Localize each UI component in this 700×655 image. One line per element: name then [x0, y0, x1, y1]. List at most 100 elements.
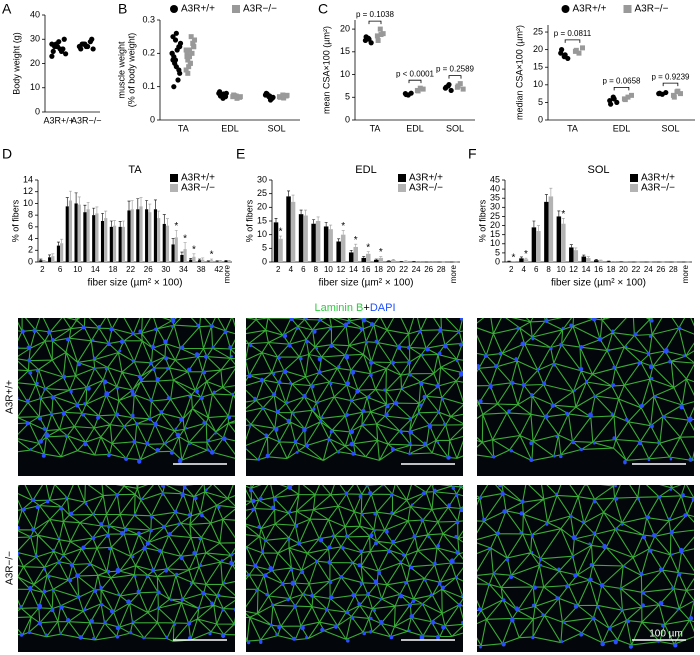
- micrograph-content: [18, 318, 235, 464]
- p-value: p = 0.1038: [356, 10, 395, 19]
- data-point: [89, 36, 95, 42]
- y-tick-label: 0: [262, 256, 267, 266]
- error-bar: [379, 256, 383, 258]
- significance-mark: *: [174, 221, 178, 232]
- data-point: [675, 88, 681, 94]
- error-bar: [557, 210, 561, 217]
- y-tick-label: 6: [28, 221, 33, 231]
- legend-label: A3R+/+: [573, 4, 607, 15]
- stain-dapi: DAPI: [370, 302, 396, 314]
- micrograph-content: [477, 485, 694, 649]
- y-axis-label: % of fibers: [244, 199, 254, 242]
- error-bar: [519, 256, 523, 259]
- y-tick-label: 10: [257, 229, 267, 239]
- bar: [548, 196, 554, 262]
- significance-mark: *: [210, 250, 214, 261]
- data-point: [186, 54, 192, 60]
- error-bar: [39, 258, 43, 261]
- error-bar: [215, 260, 219, 262]
- legend-label: A3R+/+: [409, 173, 443, 184]
- data-point: [172, 37, 179, 43]
- x-axis-label: fiber size (µm² × 100): [88, 278, 183, 289]
- bar: [51, 256, 55, 262]
- bar: [328, 229, 333, 262]
- error-bar: [104, 210, 108, 219]
- nuclei: [246, 485, 463, 645]
- error-bar: [201, 257, 205, 260]
- significance-mark: *: [561, 209, 565, 220]
- data-point: [625, 94, 631, 100]
- error-bar: [121, 220, 125, 227]
- bar: [68, 200, 73, 262]
- bar: [77, 204, 81, 262]
- data-point: [173, 30, 179, 36]
- data-point: [448, 87, 454, 94]
- x-tick-label: 8: [314, 265, 319, 274]
- panel-letter: B: [118, 1, 127, 17]
- error-bar: [77, 196, 81, 205]
- legend-swatch: [170, 174, 178, 182]
- error-bar: [524, 257, 528, 260]
- legend-label: A3R+/+: [181, 4, 215, 15]
- bar: [519, 258, 524, 262]
- error-bar: [109, 220, 113, 227]
- bar: [598, 260, 603, 262]
- data-point: [277, 94, 283, 100]
- p-value: p = 0.9239: [651, 72, 690, 81]
- chart-title: TA: [128, 164, 142, 176]
- fiber-membranes: [246, 485, 463, 642]
- data-point: [611, 96, 617, 102]
- y-tick-label: 0: [495, 256, 500, 266]
- panel-letter: E: [236, 146, 245, 162]
- data-point: [171, 84, 177, 90]
- y-tick-label: 15: [340, 46, 350, 56]
- fiber-membranes: [246, 318, 463, 462]
- x-tick-label: 16: [594, 265, 603, 274]
- data-point: [231, 93, 237, 99]
- bar: [48, 257, 52, 262]
- error-bar: [599, 259, 603, 261]
- bar: [531, 227, 537, 262]
- data-point: [185, 70, 191, 76]
- data-point: [183, 47, 189, 53]
- significance-mark: *: [379, 247, 383, 258]
- bar: [290, 201, 296, 262]
- x-tick-label: 14: [91, 265, 100, 274]
- bar: [100, 221, 105, 262]
- row-label: A3R+/+: [5, 380, 16, 414]
- x-tick-label: 22: [631, 265, 640, 274]
- error-bar: [561, 217, 565, 224]
- error-bar: [574, 247, 578, 251]
- data-point: [403, 91, 409, 98]
- x-tick-label: 28: [437, 265, 446, 274]
- error-bar: [145, 200, 149, 210]
- y-tick-label: 0.2: [142, 48, 155, 58]
- y-tick-label: 0.3: [142, 14, 155, 24]
- x-tick-label: EDL: [613, 123, 631, 133]
- bar: [104, 218, 108, 262]
- bar: [183, 249, 187, 262]
- x-tick-label: 42: [214, 265, 223, 274]
- bar: [227, 260, 231, 262]
- significance-mark: *: [354, 235, 358, 246]
- y-axis-label: mean CSA×100 (µm²): [321, 26, 331, 114]
- error-bar: [549, 187, 553, 197]
- data-point: [61, 36, 67, 42]
- bar: [315, 221, 321, 262]
- legend-swatch: [630, 184, 638, 192]
- data-point: [267, 97, 274, 103]
- data-point: [657, 90, 663, 96]
- legend-label: A3R+/+: [641, 173, 675, 184]
- x-tick-label: SOL: [661, 123, 679, 133]
- x-tick-label: 14: [582, 265, 591, 274]
- error-bar: [74, 192, 78, 204]
- y-tick-label: 14: [23, 174, 33, 184]
- data-point: [608, 101, 614, 107]
- bar: [65, 206, 69, 262]
- y-tick-label: 25: [490, 211, 500, 221]
- bar: [544, 201, 549, 262]
- legend-swatch: [232, 5, 240, 13]
- data-point: [185, 57, 191, 63]
- panel-letter: A: [2, 1, 12, 17]
- error-bar: [544, 194, 548, 202]
